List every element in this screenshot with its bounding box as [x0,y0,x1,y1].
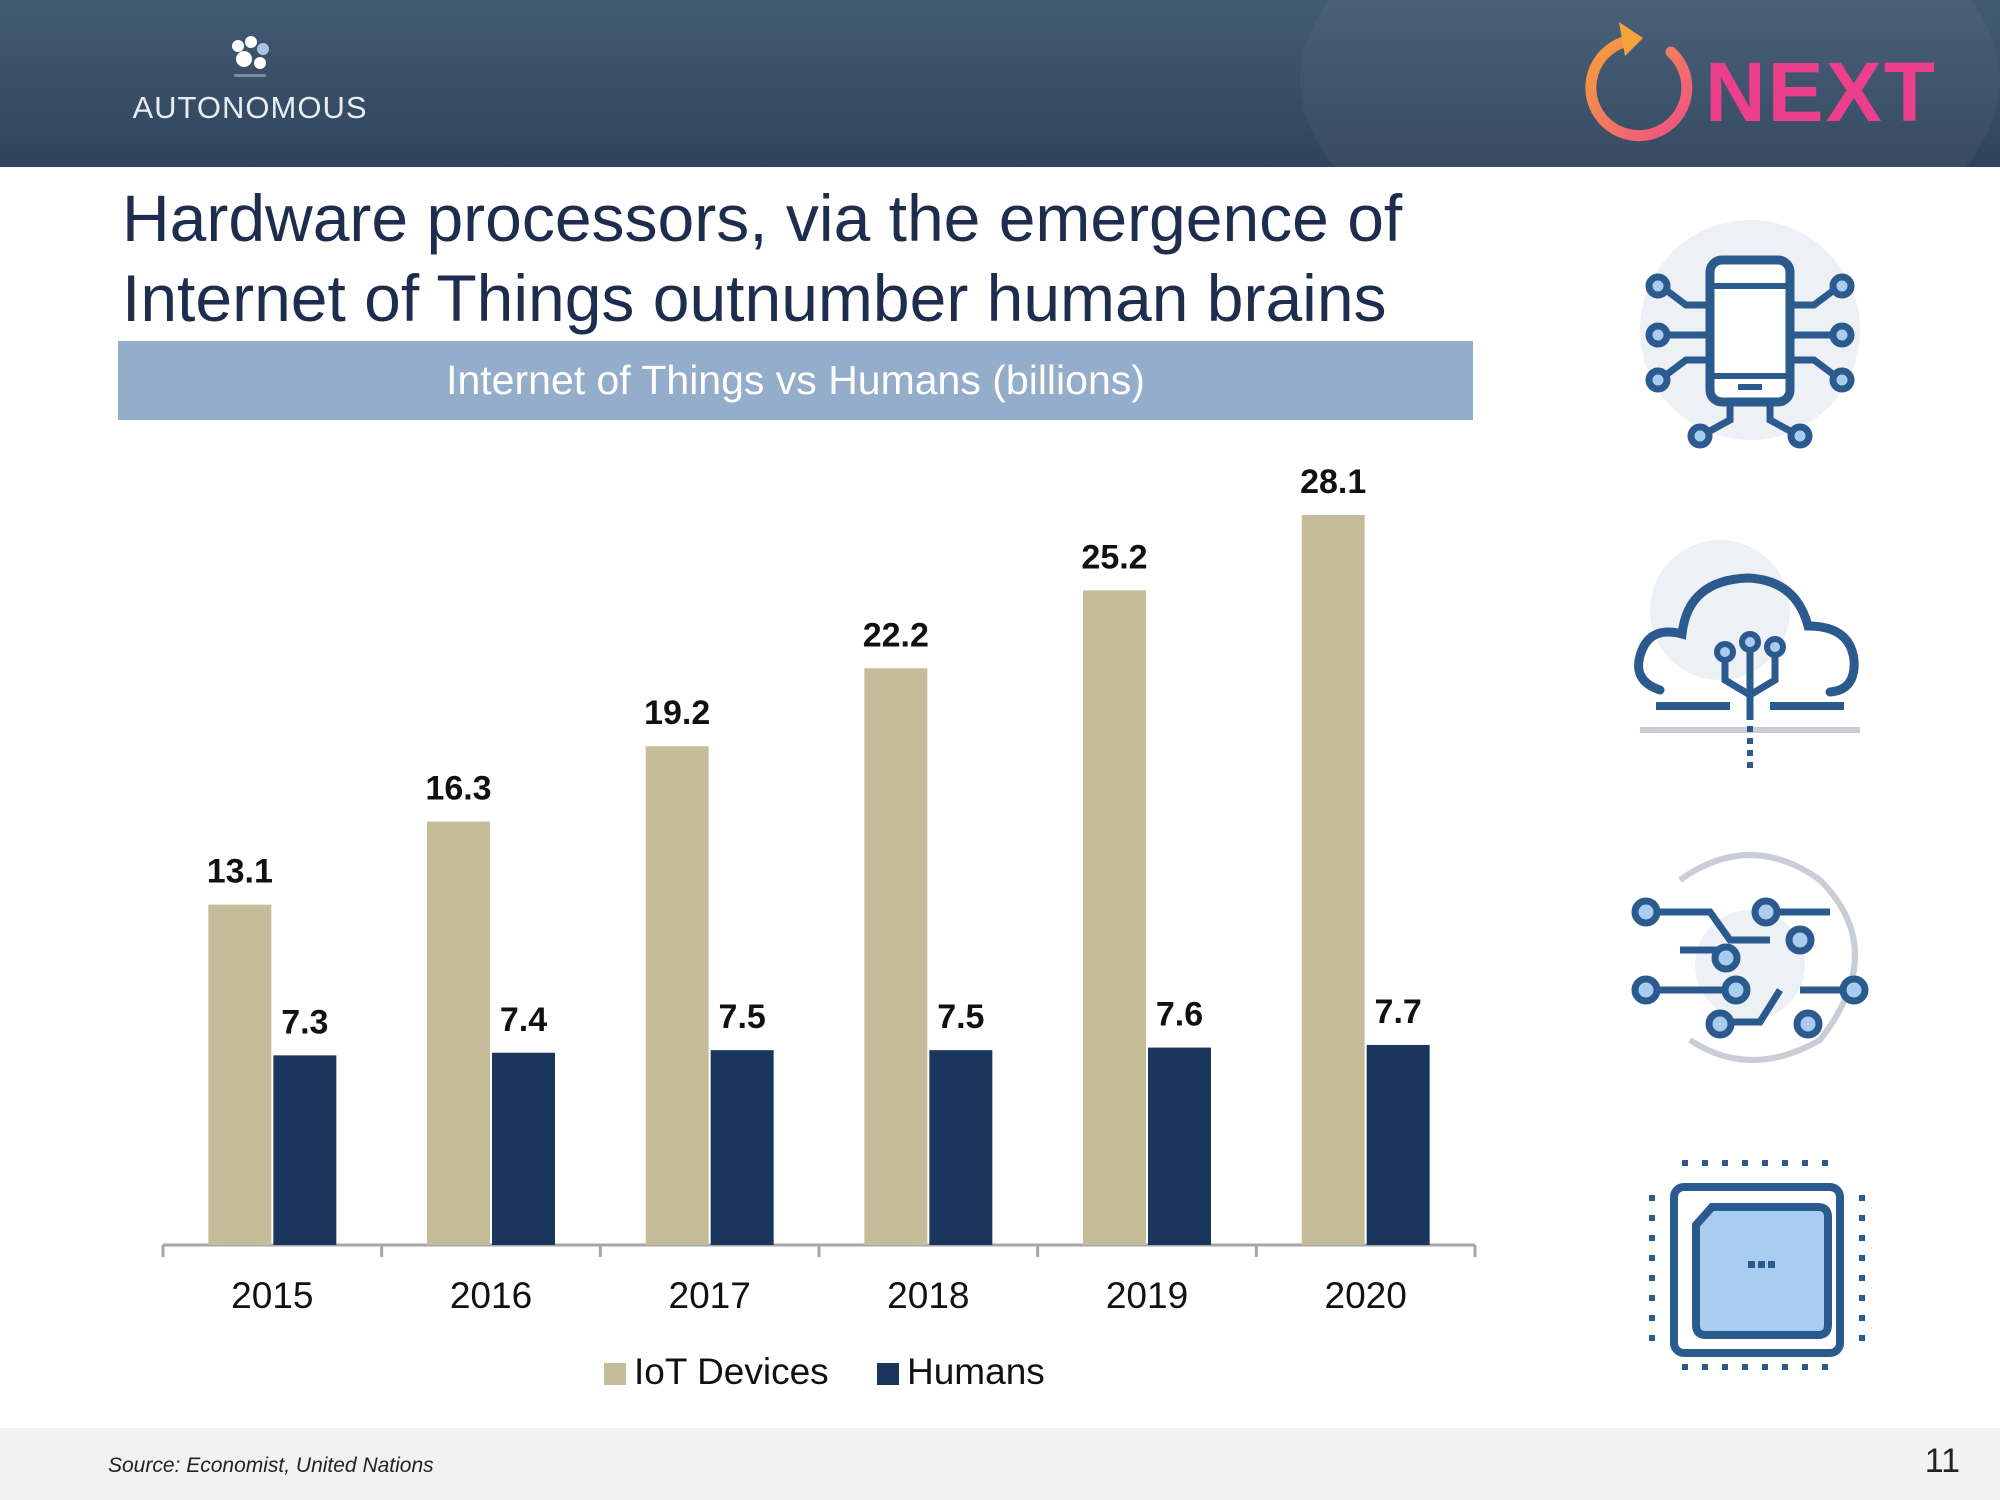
source-note: Source: Economist, United Nations [108,1454,434,1477]
page-title: Hardware processors, via the emergence o… [122,181,1403,335]
data-label-humans-2017: 7.5 [719,998,766,1036]
data-label-humans-2015: 7.3 [281,1003,328,1041]
bar-humans-2015 [273,1055,337,1245]
legend-swatch-humans [877,1363,899,1385]
legend-swatch-iot-devices [604,1363,626,1385]
bar-humans-2020 [1366,1044,1430,1245]
x-tick-label-2016: 2016 [450,1275,532,1316]
cpu-chip-icon [1649,1160,1865,1370]
bar-iot-devices-2017 [645,746,709,1245]
data-label-humans-2020: 7.7 [1375,993,1422,1031]
bar-humans-2019 [1148,1047,1211,1245]
next-logo: NEXT [1575,12,1935,152]
footer: Source: Economist, United Nations 11 [0,1428,2000,1500]
header-bar: AUTONOMOUS NEXT [0,0,2000,167]
network-circuit-icon [1631,852,1869,1063]
data-label-humans-2019: 7.6 [1156,996,1203,1034]
data-label-iot-devices-2018: 22.2 [863,616,929,654]
data-label-iot-devices-2020: 28.1 [1300,463,1366,501]
data-label-iot-devices-2019: 25.2 [1081,538,1147,576]
data-label-iot-devices-2017: 19.2 [644,694,710,732]
legend-label-iot-devices: IoT Devices [634,1351,829,1392]
x-tick-label-2019: 2019 [1106,1275,1188,1316]
data-label-iot-devices-2015: 13.1 [207,853,273,891]
legend-label-humans: Humans [907,1351,1045,1392]
bar-iot-devices-2016 [427,821,490,1245]
bar-iot-devices-2018 [864,668,928,1245]
x-tick-label-2018: 2018 [887,1275,969,1316]
chart-title-banner: Internet of Things vs Humans (billions) [118,341,1473,420]
side-icon-panel [1600,200,1900,1400]
bar-iot-devices-2019 [1083,590,1146,1245]
autonomous-logo: AUTONOMOUS [120,32,380,152]
x-tick-label-2017: 2017 [669,1275,751,1316]
smartphone-circuit-icon [1640,220,1860,449]
x-tick-label-2015: 2015 [231,1275,313,1316]
data-label-humans-2018: 7.5 [937,998,984,1036]
bar-humans-2018 [929,1050,993,1245]
refresh-ring-icon [1585,22,1693,142]
bar-humans-2017 [710,1050,774,1245]
x-tick-label-2020: 2020 [1325,1275,1407,1316]
bar-iot-devices-2020 [1301,515,1365,1245]
cloud-circuit-icon [1634,540,1860,770]
autonomous-brand-text: AUTONOMOUS [132,90,368,125]
next-brand-text: NEXT [1705,45,1938,139]
bar-humans-2016 [492,1052,555,1245]
bar-iot-devices-2015 [208,904,272,1245]
data-label-iot-devices-2016: 16.3 [425,770,491,808]
autonomous-dots-icon [232,36,269,77]
data-label-humans-2016: 7.4 [500,1001,547,1039]
page-number: 11 [1924,1442,1960,1480]
